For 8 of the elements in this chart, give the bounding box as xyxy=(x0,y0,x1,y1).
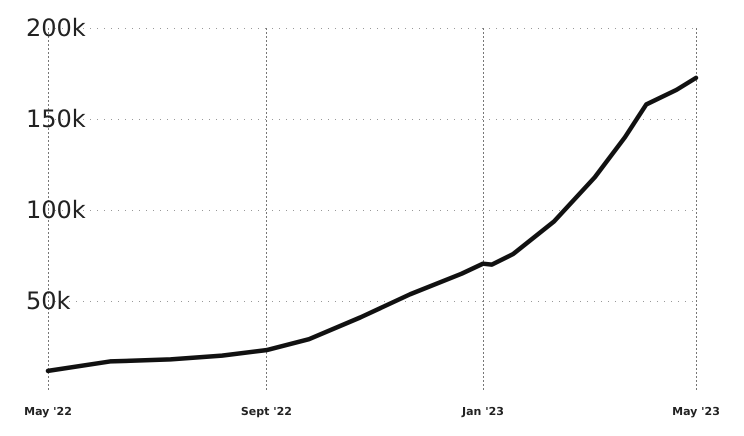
y-tick-label: 100k xyxy=(26,196,86,224)
x-tick-label: May '23 xyxy=(672,405,720,418)
x-tick-label: Jan '23 xyxy=(461,405,504,418)
x-tick-label: Sept '22 xyxy=(240,405,292,418)
y-tick-label: 150k xyxy=(26,105,86,133)
y-tick-label: 200k xyxy=(26,14,86,42)
y-tick-label: 50k xyxy=(26,287,71,315)
x-tick-label: May '22 xyxy=(24,405,72,418)
